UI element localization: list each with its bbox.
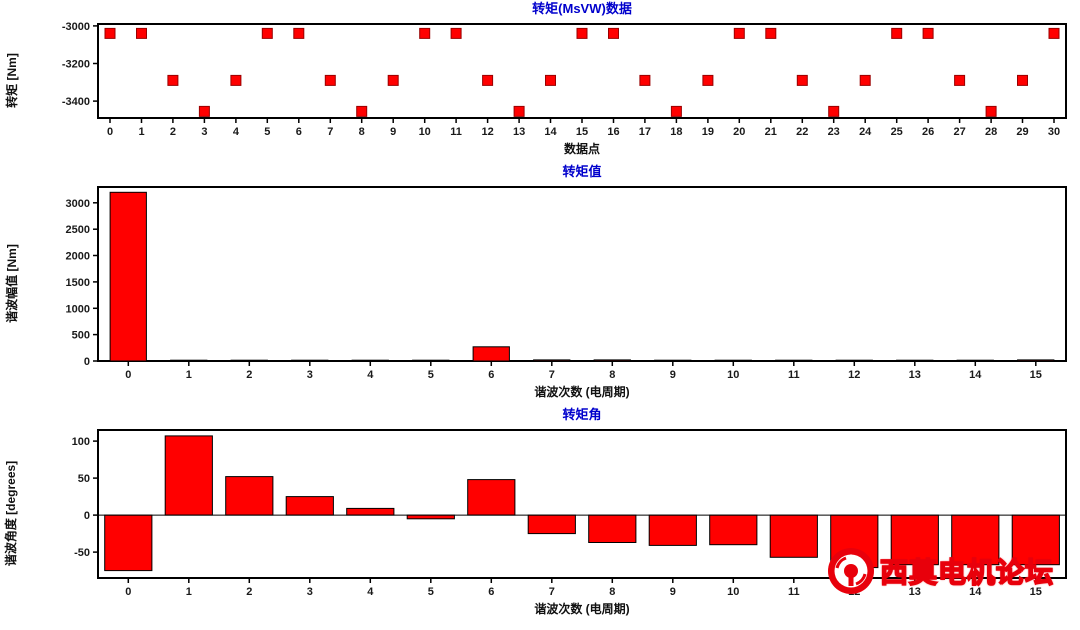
svg-text:5: 5 [428,586,434,598]
svg-text:6: 6 [296,126,302,138]
svg-text:21: 21 [765,126,777,138]
svg-text:19: 19 [702,126,714,138]
watermark-text: 西莫电机论坛 [879,556,1055,589]
svg-text:3000: 3000 [66,198,90,210]
y-axis-title-harmonic-amplitude-label: 谐波幅值 [Nm] [4,243,19,323]
svg-text:3: 3 [307,586,313,598]
y-axis-title-harmonic-angle: 谐波角度 [degrees] [0,424,22,602]
y-axis-title-harmonic-angle-label: 谐波角度 [degrees] [4,460,19,566]
svg-text:10: 10 [727,586,739,598]
svg-text:3: 3 [307,369,313,381]
svg-text:0: 0 [125,586,131,598]
svg-text:0: 0 [125,369,131,381]
watermark: 西莫电机论坛 [826,546,1054,596]
svg-text:16: 16 [607,126,619,138]
y-axis-title-torque: 转矩 [Nm] [0,18,22,142]
svg-text:9: 9 [670,369,676,381]
svg-text:10: 10 [727,369,739,381]
svg-text:13: 13 [909,586,921,598]
svg-text:1: 1 [186,369,192,381]
svg-text:5: 5 [264,126,270,138]
svg-text:12: 12 [481,126,493,138]
svg-text:28: 28 [985,126,997,138]
svg-text:0: 0 [84,356,90,368]
svg-text:12: 12 [848,369,860,381]
svg-text:9: 9 [670,586,676,598]
svg-text:2: 2 [170,126,176,138]
svg-text:1: 1 [186,586,192,598]
ximo-forum-logo-icon [828,548,874,594]
chart-title-torque-angle: 转矩角 [562,407,602,422]
chart-panel-torque-data: 转矩(MsVW)数据 转矩 [Nm] -3000 -3200 -3400 0 1 2 3 4 5… [0,0,1080,157]
svg-text:8: 8 [609,586,615,598]
svg-text:11: 11 [788,369,800,381]
svg-text:2: 2 [246,369,252,381]
svg-text:3: 3 [201,126,207,138]
svg-text:30: 30 [1048,126,1060,138]
y-axis-title-harmonic-amplitude: 谐波幅值 [Nm] [0,181,22,385]
svg-text:2000: 2000 [66,251,90,263]
svg-text:-3200: -3200 [62,59,90,71]
svg-text:25: 25 [891,126,903,138]
svg-text:7: 7 [327,126,333,138]
svg-text:14: 14 [969,586,982,598]
svg-text:9: 9 [390,126,396,138]
svg-text:15: 15 [1030,586,1042,598]
svg-text:2: 2 [246,586,252,598]
svg-text:10: 10 [419,126,431,138]
svg-text:7: 7 [549,586,555,598]
svg-text:500: 500 [72,330,90,342]
x-axis-title-data-points: 数据点 [563,142,600,156]
svg-text:6: 6 [488,586,494,598]
svg-text:2500: 2500 [66,224,90,236]
svg-text:7: 7 [549,369,555,381]
svg-text:17: 17 [639,126,651,138]
chart-panel-torque-angle: 转矩角 谐波角度 [degrees] -50 0 50 100 0 1 2 3 4 5 6 7 8 9 10… [0,406,1080,617]
svg-text:1: 1 [138,126,144,138]
svg-text:23: 23 [828,126,840,138]
svg-text:4: 4 [367,369,374,381]
svg-text:11: 11 [450,126,462,138]
svg-text:4: 4 [367,586,374,598]
svg-text:4: 4 [233,126,240,138]
svg-text:0: 0 [84,510,90,522]
svg-text:13: 13 [513,126,525,138]
svg-text:14: 14 [969,369,982,381]
svg-text:100: 100 [72,436,90,448]
svg-text:8: 8 [609,369,615,381]
svg-text:-3000: -3000 [62,21,90,33]
svg-text:5: 5 [428,369,434,381]
svg-text:24: 24 [859,126,872,138]
svg-text:1000: 1000 [66,303,90,315]
svg-text:11: 11 [788,586,800,598]
svg-text:15: 15 [1030,369,1042,381]
svg-text:20: 20 [733,126,745,138]
svg-text:26: 26 [922,126,934,138]
svg-text:18: 18 [670,126,682,138]
svg-text:50: 50 [78,473,90,485]
x-axis-title-harmonic-order-1: 谐波次数 (电周期) [534,385,630,399]
svg-text:-50: -50 [74,547,90,559]
svg-text:0: 0 [107,126,113,138]
svg-text:13: 13 [909,369,921,381]
chart-title-torque-value: 转矩值 [562,164,602,179]
svg-text:14: 14 [544,126,557,138]
svg-text:27: 27 [953,126,965,138]
chart-title-torque-data: 转矩(MsVW)数据 [532,1,632,16]
svg-text:6: 6 [488,369,494,381]
x-axis-title-harmonic-order-2: 谐波次数 (电周期) [534,602,630,616]
plot-area-torque-angle: -500501000123456789101112131415 [72,429,1067,598]
svg-text:29: 29 [1016,126,1028,138]
svg-text:8: 8 [359,126,365,138]
svg-text:22: 22 [796,126,808,138]
svg-text:1500: 1500 [66,277,90,289]
y-axis-title-torque-label: 转矩 [Nm] [4,52,19,108]
svg-text:-3400: -3400 [62,96,90,108]
svg-text:15: 15 [576,126,588,138]
chart-panel-torque-value: 转矩值 谐波幅值 [Nm] 0 500 1000 1500 2000 2500 3000 0 1… [0,163,1080,400]
